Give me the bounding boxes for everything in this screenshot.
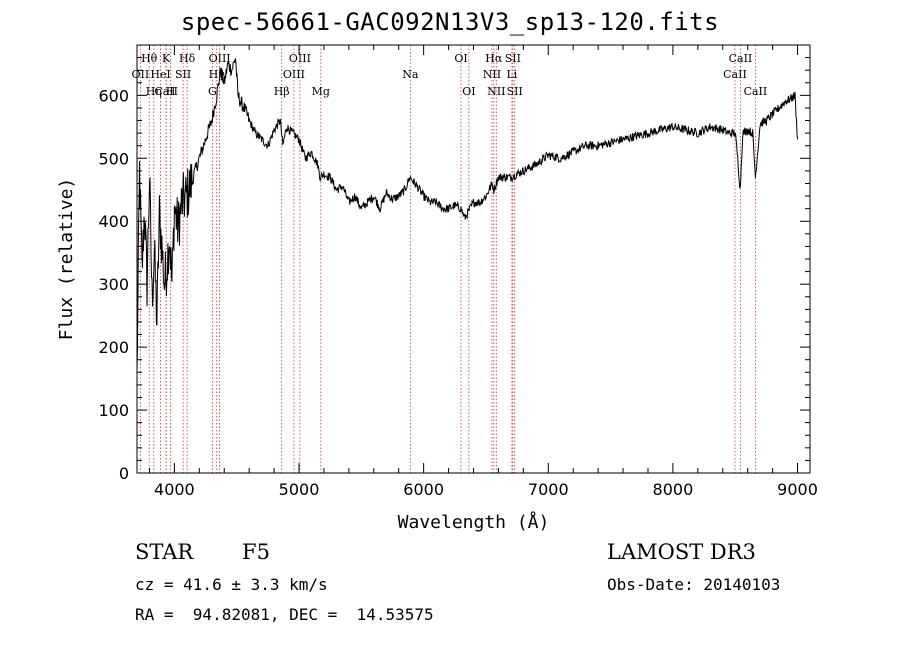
line-label-6: SII (175, 68, 191, 81)
coordinates: RA = 94.82081, DEC = 14.53575 (135, 605, 434, 624)
spectral-line-markers (139, 45, 756, 473)
y-tick-label-300: 300 (98, 275, 129, 294)
line-label-25: CaII (729, 52, 753, 65)
redshift-cz: cz = 41.6 ± 3.3 km/s (135, 575, 328, 594)
line-label-10: Hγ (209, 68, 226, 81)
line-label-22: Li (506, 68, 517, 81)
line-label-19: Hα (485, 52, 503, 65)
y-tick-label-400: 400 (98, 212, 129, 231)
x-tick-label-6000: 6000 (403, 480, 444, 499)
line-label-21: NII (483, 68, 501, 81)
obs-date: Obs-Date: 20140103 (607, 575, 781, 594)
line-label-15: Mg (312, 85, 330, 98)
y-tick-label-500: 500 (98, 149, 129, 168)
y-tick-label-0: 0 (119, 464, 129, 483)
line-label-0: Hθ (141, 52, 158, 65)
x-axis-label: Wavelength (Å) (398, 511, 550, 533)
object-class: STAR (135, 540, 194, 564)
line-label-1: OII (132, 68, 150, 81)
survey-label: LAMOST DR3 (607, 540, 756, 564)
x-tick-label-4000: 4000 (154, 480, 195, 499)
y-tick-label-200: 200 (98, 338, 129, 357)
y-tick-label-100: 100 (98, 401, 129, 420)
line-label-11: G (208, 85, 217, 98)
y-tick-label-600: 600 (98, 86, 129, 105)
line-label-14: Hβ (274, 85, 290, 98)
line-label-26: CaII (723, 68, 747, 81)
line-label-16: Na (402, 68, 419, 81)
axes-layer: 4000 5000 6000 7000 8000 9000 0 100 200 300 400 500… (56, 44, 818, 533)
spectrum-line-0 (136, 58, 798, 370)
line-label-20: SII (505, 52, 521, 65)
line-label-2: CaII (154, 85, 178, 98)
line-label-3: K (162, 52, 171, 65)
line-label-17: OI (454, 52, 467, 65)
line-label-layer: Hθ OII CaII K HeI Hη SII H Hδ OIII Hγ G OIII OIII Hβ Mg… (132, 52, 768, 98)
series-layer (136, 58, 798, 370)
x-tick-label-5000: 5000 (279, 480, 320, 499)
line-label-9: OIII (209, 52, 231, 65)
line-label-13: OIII (283, 68, 305, 81)
subclass: F5 (242, 540, 270, 564)
line-label-12: OIII (289, 52, 311, 65)
plot-frame (136, 44, 811, 474)
y-axis-label: Flux (relative) (56, 178, 77, 341)
chart-title: spec-56661-GAC092N13V3_sp13-120.fits (180, 8, 720, 36)
x-tick-label-7000: 7000 (528, 480, 569, 499)
line-label-7: H (166, 85, 176, 98)
line-label-27: CaII (744, 85, 768, 98)
line-label-23: NII (487, 85, 505, 98)
x-tick-label-9000: 9000 (777, 480, 818, 499)
line-label-4: HeI (150, 68, 170, 81)
line-label-5: Hη (146, 85, 162, 98)
x-tick-label-8000: 8000 (653, 480, 694, 499)
line-label-8: Hδ (179, 52, 196, 65)
line-label-18: OI (462, 85, 475, 98)
line-label-24: SII (507, 85, 523, 98)
